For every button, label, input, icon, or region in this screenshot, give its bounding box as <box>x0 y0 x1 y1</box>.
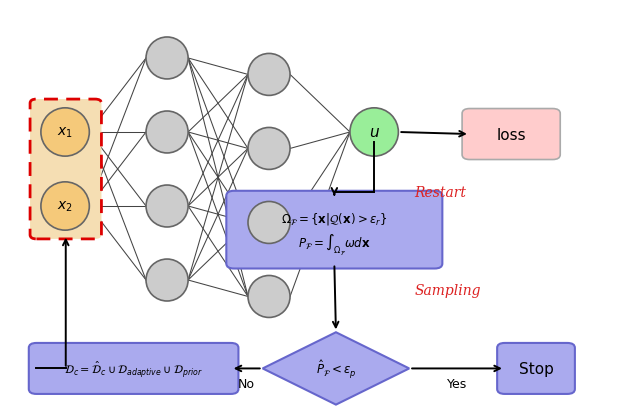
Text: $x_1$: $x_1$ <box>57 126 73 140</box>
Text: $\mathcal{D}_c = \hat{\mathcal{D}}_c \cup \mathcal{D}_{adaptive} \cup \mathcal{D: $\mathcal{D}_c = \hat{\mathcal{D}}_c \cu… <box>64 358 203 379</box>
Ellipse shape <box>41 109 90 157</box>
Ellipse shape <box>146 112 188 154</box>
Ellipse shape <box>350 109 398 157</box>
Ellipse shape <box>41 183 90 230</box>
FancyBboxPatch shape <box>462 109 560 160</box>
Ellipse shape <box>248 202 290 244</box>
Text: Sampling: Sampling <box>414 284 481 298</box>
Text: Stop: Stop <box>518 361 554 376</box>
Text: $\hat{P}_{\mathcal{F}} < \epsilon_p$: $\hat{P}_{\mathcal{F}} < \epsilon_p$ <box>316 358 356 380</box>
Text: $P_{\mathcal{F}} = \int_{\Omega_{\mathcal{F}}} \omega d\mathbf{x}$: $P_{\mathcal{F}} = \int_{\Omega_{\mathca… <box>298 233 371 258</box>
Text: Restart: Restart <box>414 185 467 199</box>
Text: No: No <box>238 377 255 390</box>
FancyBboxPatch shape <box>497 343 575 394</box>
FancyBboxPatch shape <box>30 100 101 239</box>
Ellipse shape <box>248 276 290 318</box>
Text: $x_2$: $x_2$ <box>57 199 73 214</box>
FancyBboxPatch shape <box>29 343 239 394</box>
Text: $u$: $u$ <box>369 125 380 140</box>
Polygon shape <box>262 332 409 405</box>
Ellipse shape <box>146 38 188 80</box>
Text: Yes: Yes <box>447 377 467 390</box>
Ellipse shape <box>146 259 188 301</box>
Ellipse shape <box>248 54 290 96</box>
FancyBboxPatch shape <box>227 191 442 269</box>
Text: loss: loss <box>497 127 526 142</box>
Text: $\Omega_{\mathcal{F}} = \{\mathbf{x}|\mathcal{Q}(\mathbf{x}) > \epsilon_r\}$: $\Omega_{\mathcal{F}} = \{\mathbf{x}|\ma… <box>281 211 387 227</box>
Ellipse shape <box>248 128 290 170</box>
Ellipse shape <box>146 185 188 228</box>
